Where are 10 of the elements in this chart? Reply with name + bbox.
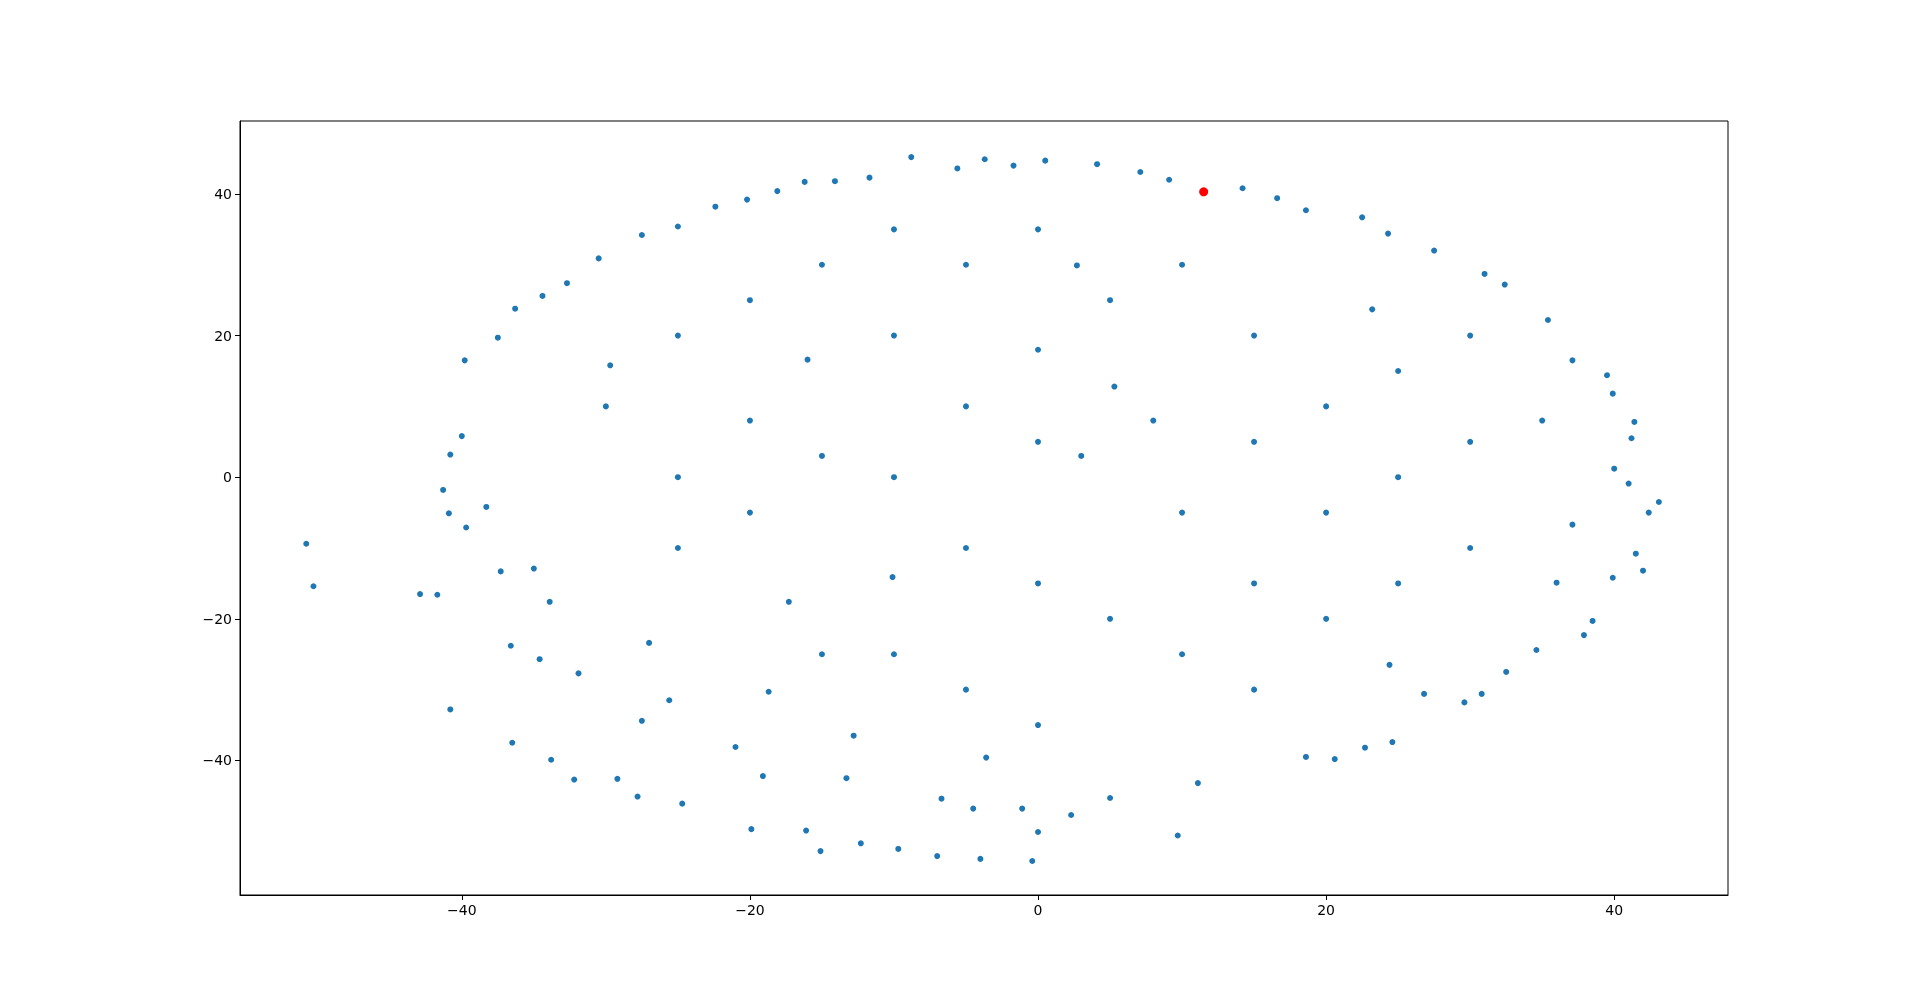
y-tick-label: −40 — [202, 752, 232, 769]
x-tick-label: −40 — [447, 902, 477, 918]
x-tick-label: 20 — [1317, 902, 1336, 918]
y-tick-label: −20 — [202, 610, 232, 627]
y-tick-label: 40 — [214, 185, 232, 202]
x-tick-label: 0 — [1033, 902, 1043, 918]
y-tick-label: 20 — [214, 327, 232, 344]
y-tick-label: 0 — [223, 469, 232, 486]
x-tick-label: 40 — [1605, 902, 1624, 918]
x-tick-label: −20 — [735, 902, 765, 918]
